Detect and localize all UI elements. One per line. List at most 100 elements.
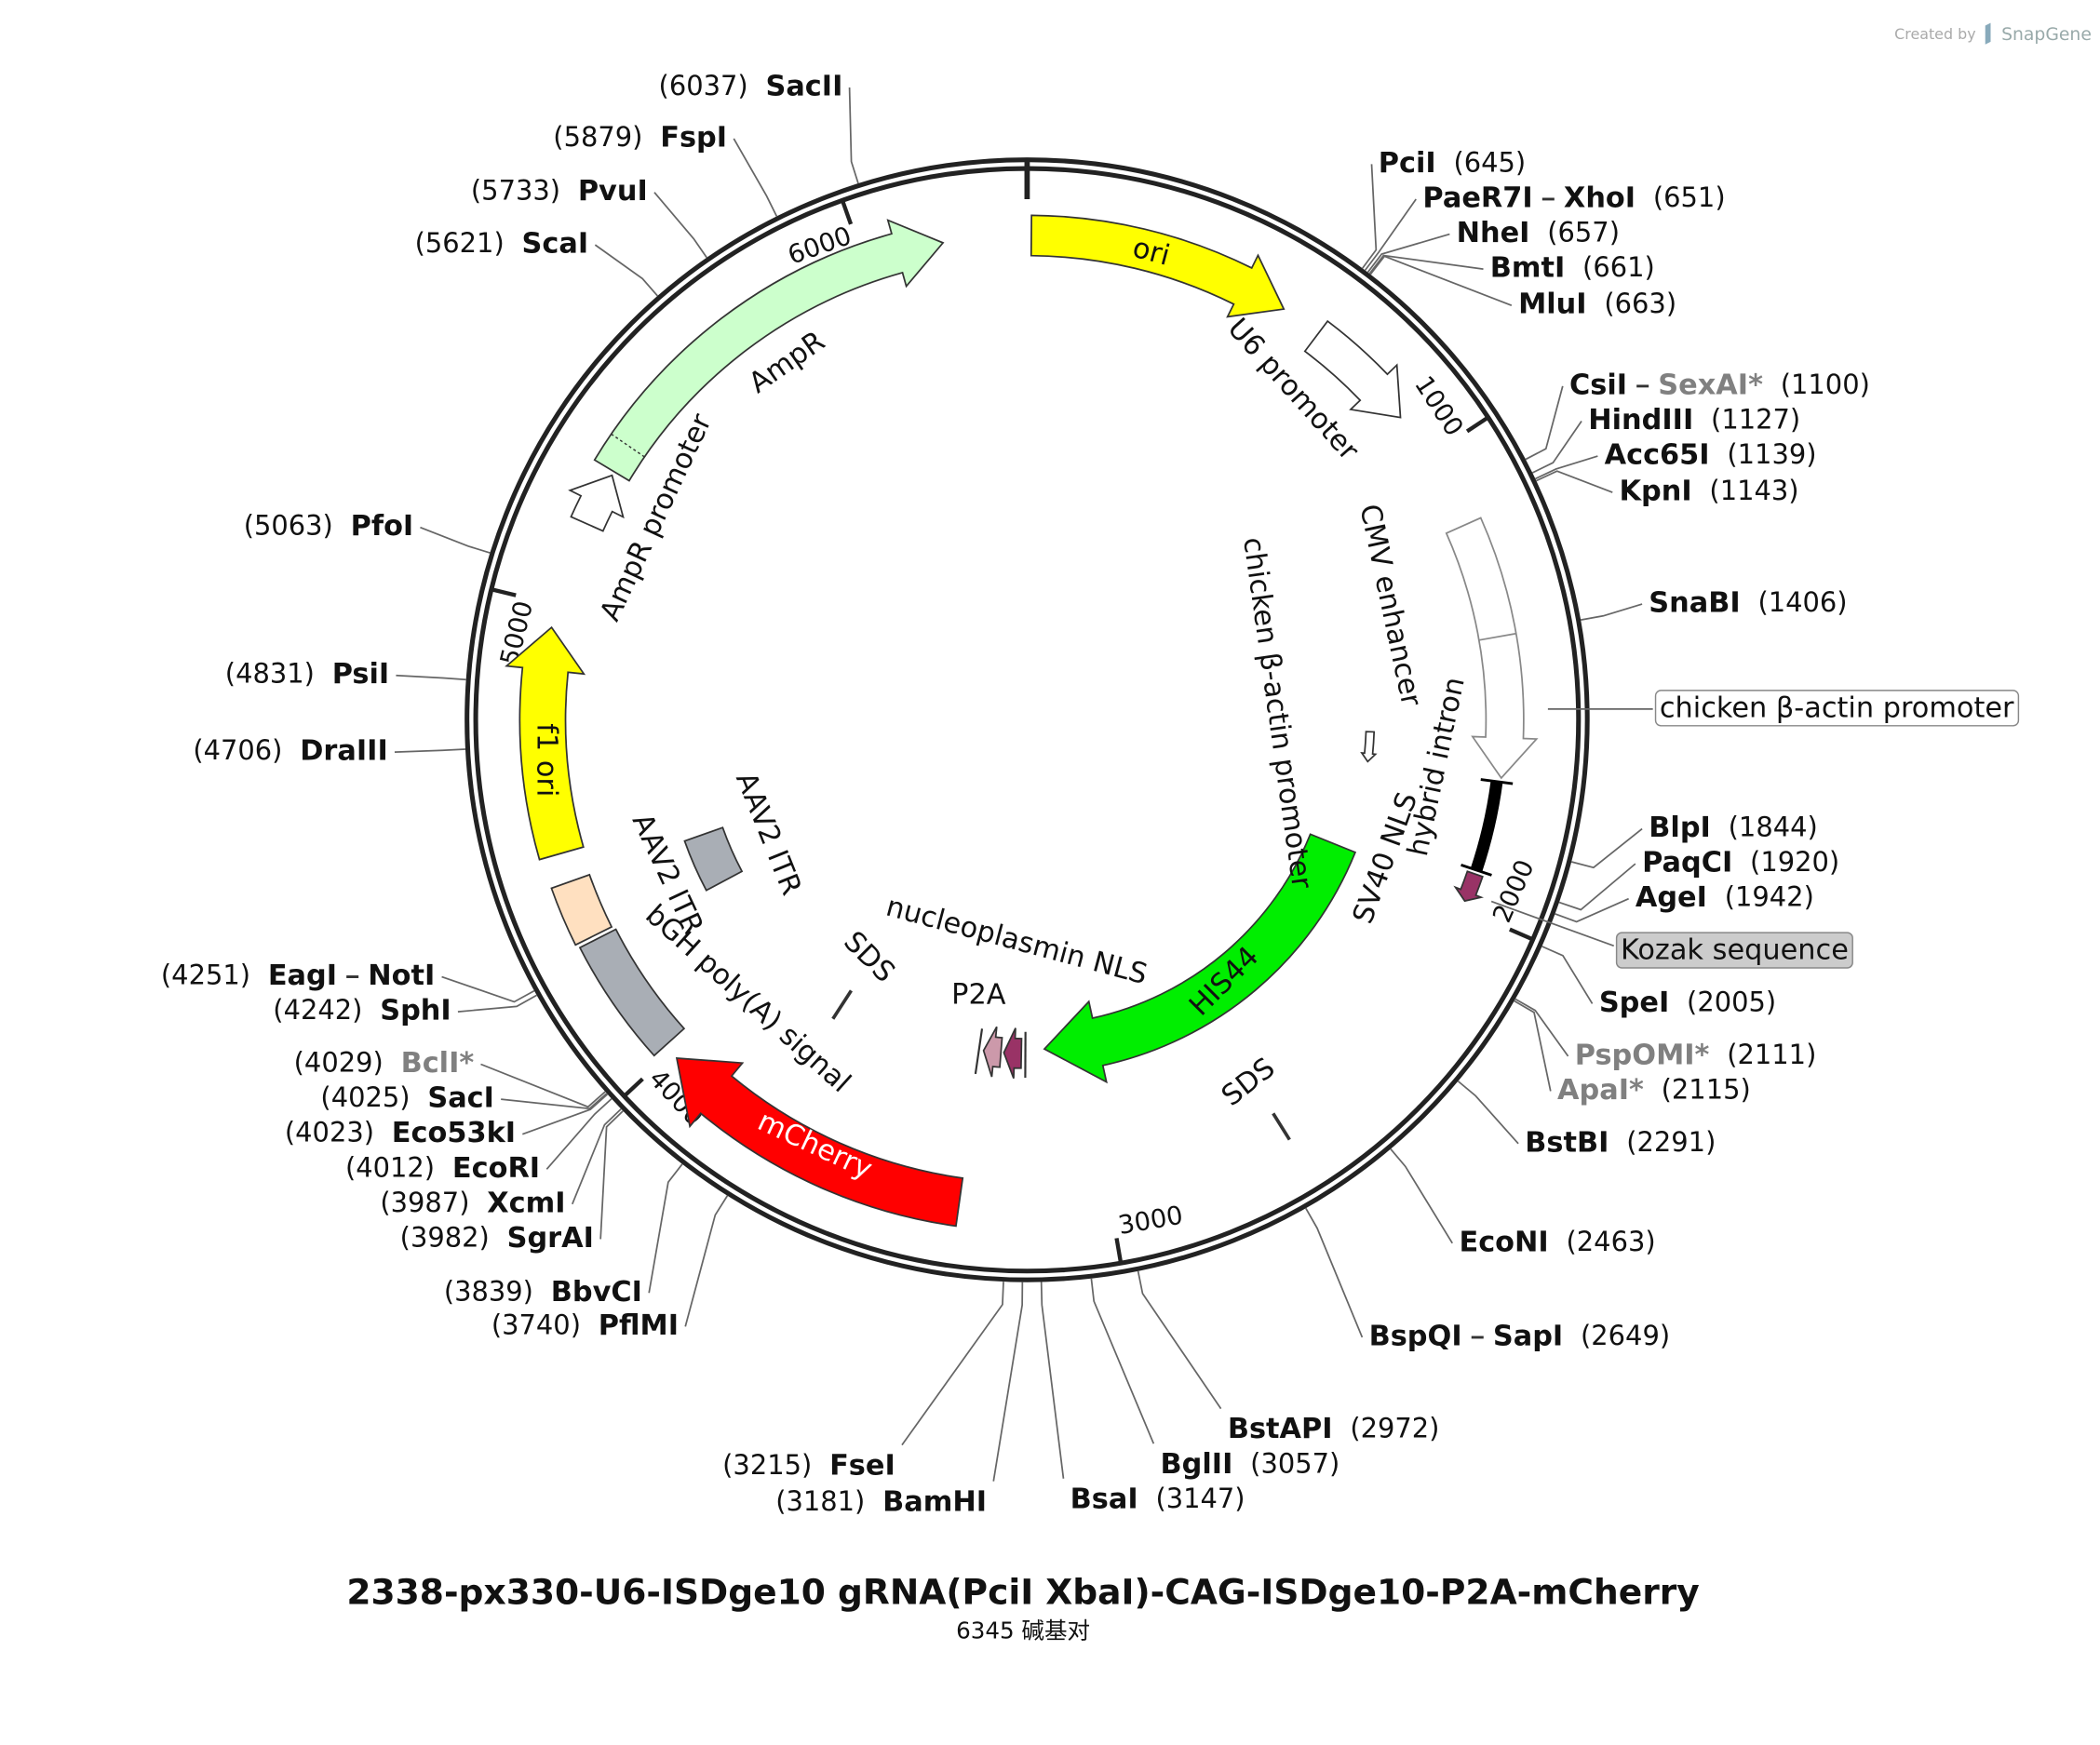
- callout-label: Kozak sequence: [1621, 934, 1849, 967]
- site-position: (3181): [775, 1485, 865, 1517]
- site-leader: [733, 138, 778, 217]
- u6-promoter-arrow: [1303, 319, 1402, 419]
- site-leader: [1457, 1081, 1519, 1145]
- site-position: (2972): [1350, 1413, 1439, 1444]
- site-leader: [545, 1098, 612, 1170]
- site-leader: [848, 87, 859, 184]
- site-position: (1100): [1781, 369, 1870, 400]
- site-position: (4251): [161, 960, 250, 991]
- site-name: BsaI: [1070, 1483, 1138, 1515]
- aav2-itr-box: [683, 826, 744, 892]
- site-leader: [420, 526, 491, 554]
- site-name: KpnI: [1620, 476, 1692, 508]
- title: 2338-px330-U6-ISDge10 gRNA(PciI XbaI)-CA…: [346, 1572, 1699, 1613]
- site-name: SphI: [380, 995, 451, 1027]
- tick-mark: [1114, 1238, 1124, 1263]
- site-position: (5879): [553, 121, 642, 153]
- site-name: PflMI: [599, 1309, 679, 1342]
- site-leader: [1580, 603, 1643, 621]
- site-position: (2005): [1687, 986, 1776, 1017]
- p2a-arrow: [1003, 1027, 1023, 1080]
- site-position: (657): [1547, 217, 1620, 248]
- site-name: EcoNI: [1459, 1226, 1548, 1258]
- his44-arrow: [1043, 833, 1357, 1084]
- site-leader: [648, 1163, 683, 1294]
- feature-label: nucleoplasmin NLS: [882, 891, 1151, 992]
- cmv-cba-arrow: [1445, 517, 1539, 780]
- site-name: SexAI*: [1658, 369, 1763, 401]
- callout-box: [1654, 690, 2020, 727]
- callout-box: [1615, 932, 1853, 969]
- site-name: PsiI: [332, 658, 389, 691]
- site-position: (1143): [1709, 475, 1798, 506]
- site-position: (5621): [415, 227, 505, 259]
- site-leader: [653, 192, 707, 259]
- site-name: Acc65I: [1605, 439, 1710, 472]
- site-position: (3147): [1155, 1483, 1245, 1514]
- backbone-outer: [464, 157, 1590, 1282]
- site-position: (6037): [659, 70, 748, 101]
- site-position: (2115): [1662, 1073, 1751, 1105]
- site-leader: [394, 748, 466, 753]
- site-position: (4012): [345, 1151, 435, 1183]
- site-position: (3215): [722, 1449, 812, 1481]
- site-name: PvuI: [578, 175, 648, 208]
- site-name: HindIII: [1588, 404, 1693, 436]
- site-leader: [1536, 470, 1613, 493]
- site-position: (2291): [1626, 1126, 1716, 1158]
- site-leader: [992, 1282, 1024, 1482]
- site-position: (3982): [400, 1221, 490, 1253]
- site-position: (3839): [444, 1275, 533, 1307]
- site-leader: [457, 994, 537, 1013]
- site-leader: [1137, 1270, 1222, 1410]
- site-position: (4706): [193, 734, 282, 766]
- subtitle: 6345 碱基对: [956, 1617, 1090, 1644]
- site-name: ScaI: [522, 228, 589, 261]
- site-name: PaeR7I: [1422, 181, 1532, 214]
- site-position: (4242): [273, 994, 362, 1026]
- site-name: BbvCI: [551, 1276, 642, 1309]
- f1-ori-arrow: [505, 625, 586, 861]
- watermark-prefix: Created by: [1894, 25, 1975, 43]
- feature-label: bGH poly(A) signal: [639, 899, 856, 1100]
- aav2-itr-box: [550, 873, 613, 946]
- site-name: FspI: [660, 121, 727, 154]
- site-leader: [571, 1107, 622, 1205]
- site-name: BglII: [1161, 1448, 1233, 1481]
- watermark-brand: SnapGene: [2001, 25, 2092, 45]
- site-position: (651): [1653, 181, 1726, 213]
- tick-mark: [1465, 416, 1489, 434]
- tick-mark: [623, 1077, 644, 1097]
- site-position: (2111): [1727, 1039, 1816, 1070]
- site-position: (5063): [244, 510, 333, 542]
- callout-line: [1490, 900, 1615, 947]
- feature-label: SV40 NLS: [1347, 788, 1424, 928]
- site-position: (3987): [380, 1187, 469, 1218]
- site-leader: [522, 1094, 609, 1135]
- site-position: (1920): [1750, 846, 1839, 878]
- tick-mark: [841, 200, 854, 225]
- site-position: (661): [1582, 251, 1655, 283]
- intron-cap: [1480, 778, 1514, 785]
- feature-label: chicken β-actin promoter: [1236, 535, 1318, 891]
- site-name: PspOMI*: [1575, 1039, 1710, 1071]
- site-name: XhoI: [1564, 181, 1636, 214]
- site-name: SgrAI: [507, 1222, 594, 1255]
- site-name: PaqCI: [1642, 847, 1732, 879]
- site-leader: [1364, 198, 1417, 271]
- site-position: (5733): [471, 175, 560, 207]
- tick-label: 1000: [1408, 371, 1468, 441]
- site-leader: [1390, 1148, 1453, 1244]
- site-name: ApaI*: [1557, 1074, 1644, 1107]
- site-position: (2649): [1581, 1320, 1670, 1351]
- site-name: DraIII: [300, 735, 388, 768]
- site-name: CsiI: [1569, 369, 1627, 401]
- mcherry-arrow: [675, 1057, 964, 1228]
- ampr-promoter-arrow: [568, 474, 625, 532]
- tick-mark: [1509, 927, 1533, 941]
- site-name: BspQI: [1369, 1320, 1462, 1352]
- bgh-polya-box: [578, 928, 686, 1057]
- ori-arrow: [1030, 214, 1286, 318]
- site-leader: [1555, 897, 1629, 923]
- site-position: (4831): [225, 658, 315, 690]
